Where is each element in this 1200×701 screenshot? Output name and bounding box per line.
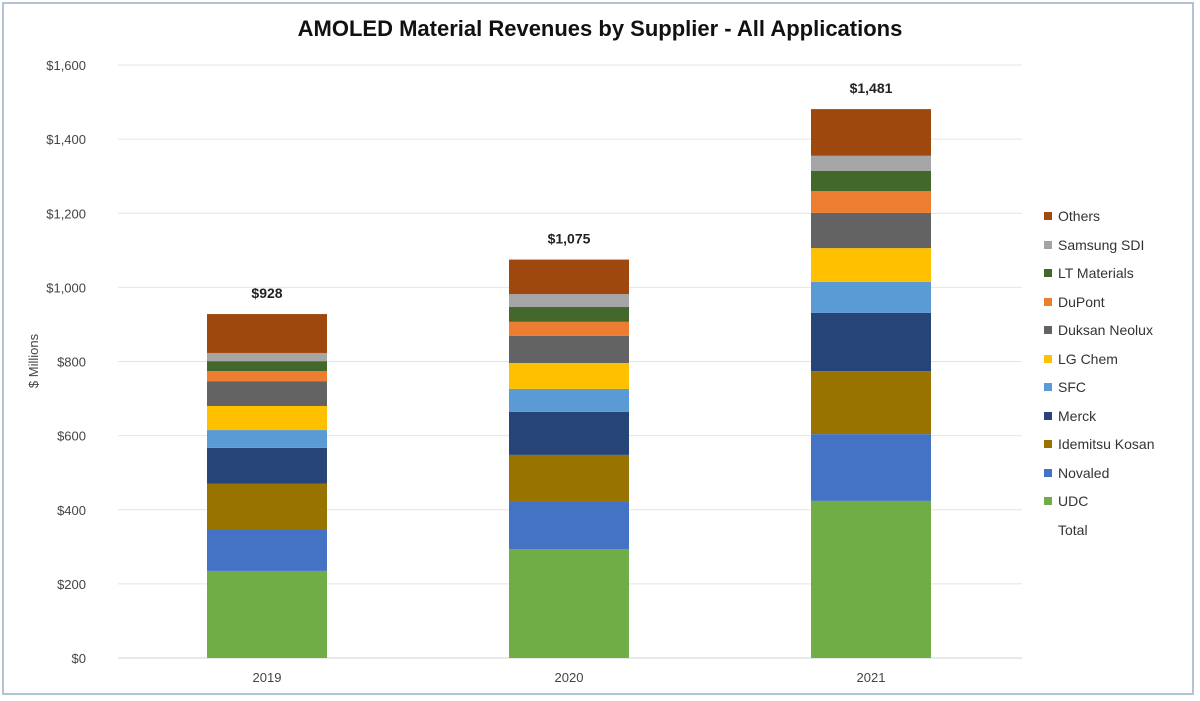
bar-segment-others (207, 314, 327, 353)
legend-swatch (1044, 240, 1052, 249)
legend-label: LT Materials (1058, 265, 1134, 281)
bar-segment-sfc (811, 281, 931, 313)
y-tick-label: $400 (57, 503, 86, 518)
total-label: $1,481 (850, 80, 893, 96)
legend-item: Idemitsu Kosan (1044, 435, 1155, 453)
bar-segment-udc (207, 570, 327, 658)
bar-segment-dupont (811, 191, 931, 213)
bar-segment-merck (207, 447, 327, 484)
y-tick-label: $200 (57, 577, 86, 592)
bar-segment-idemitsu-kosan (509, 454, 629, 502)
legend-label: Others (1058, 208, 1101, 224)
y-tick-label: $1,200 (46, 206, 86, 221)
legend-swatch (1044, 297, 1052, 306)
legend-swatch (1044, 269, 1052, 277)
x-tick-label: 2021 (857, 670, 886, 685)
bar-segment-duksan-neolux (207, 381, 327, 406)
legend-item: UDC (1044, 492, 1088, 510)
total-label: $928 (251, 285, 282, 301)
legend-item: LT Materials (1044, 264, 1134, 282)
bar-segment-novaled (811, 434, 931, 501)
y-tick-label: $600 (57, 429, 86, 444)
bar-segment-samsung-sdi (207, 352, 327, 362)
legend-item: Others (1044, 207, 1100, 225)
bar-segment-merck (811, 312, 931, 372)
x-tick-label: 2019 (253, 670, 282, 685)
legend-swatch (1044, 326, 1052, 334)
y-tick-label: $1,400 (46, 132, 86, 147)
bar-segment-sfc (509, 388, 629, 412)
bar-segment-lt-materials (207, 361, 327, 372)
bar-segment-samsung-sdi (811, 155, 931, 171)
bar-segment-merck (509, 411, 629, 455)
x-tick-label: 2020 (555, 670, 584, 685)
legend-label: LG Chem (1058, 350, 1118, 367)
bar-segment-dupont (207, 371, 327, 382)
bar-segment-lg-chem (207, 405, 327, 431)
y-tick-label: $1,600 (46, 58, 86, 73)
bar-segment-idemitsu-kosan (207, 483, 327, 530)
legend-item: DuPont (1044, 293, 1105, 311)
legend-label: Novaled (1058, 464, 1110, 481)
bar-segment-lt-materials (509, 307, 629, 322)
y-tick-label: $800 (57, 355, 86, 370)
bar-segment-lt-materials (811, 170, 931, 192)
legend-item: Novaled (1044, 464, 1109, 482)
y-tick-label: $0 (72, 651, 86, 666)
legend-swatch (1044, 468, 1052, 477)
bar-segment-novaled (207, 529, 327, 571)
legend-label: Samsung SDI (1058, 236, 1145, 253)
legend-swatch (1044, 383, 1052, 391)
bar-segment-others (509, 259, 629, 295)
y-axis-label: $ Millions (26, 333, 41, 388)
legend-item: SFC (1044, 378, 1086, 396)
bar-segment-dupont (509, 321, 629, 336)
bar-segment-duksan-neolux (811, 212, 931, 249)
legend-swatch (1044, 440, 1052, 448)
bar-segment-udc (811, 500, 931, 658)
legend-item: Merck (1044, 407, 1096, 425)
bar-segment-udc (509, 549, 629, 658)
legend-item: Samsung SDI (1044, 236, 1144, 254)
legend-swatch (1044, 212, 1052, 220)
legend-swatch (1044, 354, 1052, 363)
bar-segment-samsung-sdi (509, 294, 629, 308)
bar-segment-idemitsu-kosan (811, 371, 931, 435)
y-tick-label: $1,000 (46, 280, 86, 295)
total-label: $1,075 (548, 231, 591, 247)
bar-segment-duksan-neolux (509, 335, 629, 363)
legend-item: Duksan Neolux (1044, 321, 1153, 339)
legend-swatch (1044, 411, 1052, 420)
legend-label: Idemitsu Kosan (1058, 436, 1155, 452)
bar-segment-novaled (509, 501, 629, 550)
legend-label: UDC (1058, 493, 1089, 509)
legend-swatch (1044, 497, 1052, 505)
legend-label: Merck (1058, 407, 1097, 424)
bar-segment-others (811, 109, 931, 156)
legend-label: Duksan Neolux (1058, 322, 1153, 338)
legend-item: LG Chem (1044, 350, 1118, 368)
bar-segment-lg-chem (811, 248, 931, 282)
legend-label: SFC (1058, 379, 1086, 395)
legend-item-total: Total (1058, 521, 1088, 538)
bar-segment-sfc (207, 430, 327, 448)
chart-title: AMOLED Material Revenues by Supplier - A… (297, 16, 903, 41)
bar-segment-lg-chem (509, 362, 629, 389)
legend-label: DuPont (1058, 293, 1105, 310)
